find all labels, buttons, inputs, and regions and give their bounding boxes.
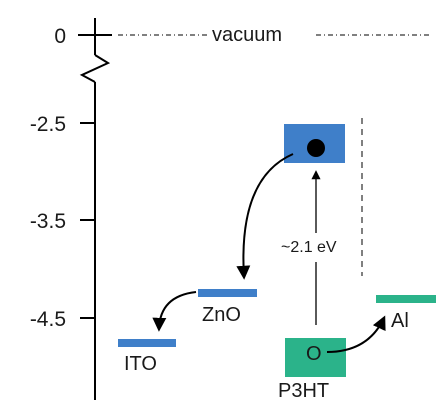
- axis-break-icon: [79, 54, 111, 83]
- electron-dot-icon: [307, 139, 325, 157]
- vacuum-level: vacuum: [118, 24, 432, 46]
- p3ht-label: P3HT: [278, 380, 329, 402]
- al-level-bar: [376, 295, 436, 303]
- al-label: Al: [391, 310, 409, 332]
- bandgap-label: ~2.1 eV: [281, 239, 337, 256]
- transfer-arrow-icon: [152, 291, 197, 332]
- ito-level-bar: [118, 339, 176, 347]
- zno-label: ZnO: [202, 304, 241, 326]
- tick-label-4.5: -4.5: [30, 308, 66, 331]
- p3ht-homo-bar: [285, 338, 346, 377]
- hole-label: O: [306, 343, 322, 365]
- energy-axis: 0 -2.5 -3.5 -4.5: [30, 18, 112, 400]
- vacuum-label: vacuum: [212, 24, 282, 46]
- transfer-arrow-icon: [236, 153, 294, 280]
- zno-level-bar: [198, 289, 257, 297]
- ito-label: ITO: [124, 353, 157, 375]
- tick-label-3.5: -3.5: [30, 210, 66, 233]
- transfer-arrow-icon: [326, 315, 386, 353]
- tick-label-0: 0: [54, 25, 66, 48]
- tick-label-2.5: -2.5: [30, 113, 66, 136]
